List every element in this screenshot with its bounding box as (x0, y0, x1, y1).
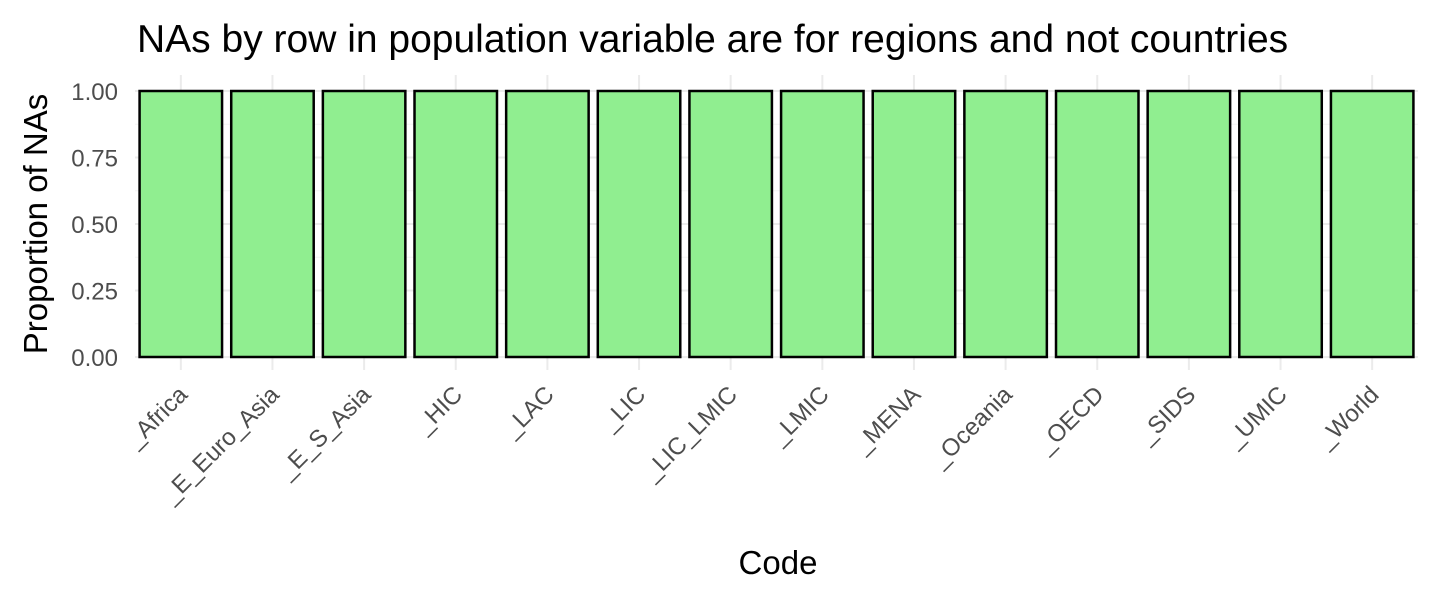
x-tick-label: _Oceania (925, 381, 1018, 474)
bar-oecd (1054, 89, 1140, 359)
bar-e-s-asia (321, 89, 407, 359)
bar-mena (871, 89, 957, 359)
y-tick-label: 0.75 (71, 146, 118, 173)
x-tick-label: _World (1311, 381, 1384, 454)
x-tick-label: _HIC (410, 381, 468, 439)
bar-world (1329, 89, 1415, 359)
bar-lmic (779, 89, 865, 359)
x-tick-label: _SIDS (1132, 381, 1201, 450)
bar-sids (1146, 89, 1232, 359)
y-tick-label: 0.00 (71, 345, 118, 372)
x-axis-ticks: _Africa_E_Euro_Asia_E_S_Asia _HIC _LAC _LIC… (120, 381, 1384, 510)
x-tick-label: _LMIC (765, 381, 835, 451)
x-tick-label: _OECD (1031, 381, 1109, 459)
y-axis-title: Proportion of NAs (17, 94, 54, 354)
bar-hic (413, 89, 499, 359)
bar-lic-lmic (688, 89, 774, 359)
y-axis-ticks: 0.00 0.25 0.50 0.75 1.00 (71, 79, 118, 372)
x-tick-label: _LAC (497, 381, 559, 443)
bar-oceania (963, 89, 1049, 359)
bar-lic (596, 89, 682, 359)
y-tick-label: 1.00 (71, 79, 118, 106)
bars (138, 89, 1415, 359)
x-axis-title: Code (739, 544, 818, 581)
x-tick-label: _MENA (848, 381, 926, 459)
bar-umic (1238, 89, 1324, 359)
y-tick-label: 0.50 (71, 212, 118, 239)
bar-e-euro-asia (229, 89, 315, 359)
y-tick-label: 0.25 (71, 279, 118, 306)
x-tick-label: _Africa (120, 381, 193, 454)
bar-lac (504, 89, 590, 359)
bar-africa (138, 89, 224, 359)
x-tick-label: _UMIC (1220, 381, 1293, 454)
x-tick-label: _LIC_LMIC (637, 381, 743, 487)
x-tick-label: _LIC (596, 381, 652, 437)
chart-title: NAs by row in population variable are fo… (137, 18, 1288, 61)
x-tick-label: _E_S_Asia (273, 381, 377, 485)
